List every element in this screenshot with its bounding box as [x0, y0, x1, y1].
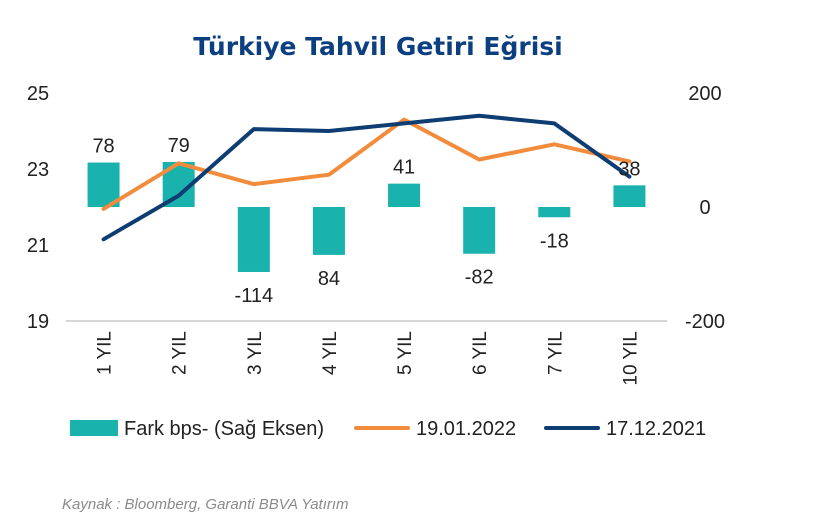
bar-data-label: -114 — [235, 285, 274, 307]
category-label: 7 YIL — [545, 331, 566, 375]
left-tick-label: 23 — [27, 159, 49, 181]
line-series — [101, 113, 632, 242]
source-note: Kaynak : Bloomberg, Garanti BBVA Yatırım — [62, 496, 349, 513]
left-tick-label: 25 — [27, 83, 49, 105]
bar-data-label: 78 — [92, 136, 114, 158]
left-tick-label: 19 — [27, 311, 49, 333]
right-tick-label: 200 — [688, 83, 721, 105]
category-label: 3 YIL — [245, 331, 266, 375]
legend-label: 19.01.2022 — [416, 418, 516, 440]
bar — [388, 183, 421, 207]
bar-series — [87, 161, 646, 272]
category-label: 10 YIL — [620, 331, 641, 386]
legend-label: Fark bps- (Sağ Eksen) — [124, 418, 324, 440]
category-label: 6 YIL — [470, 331, 491, 375]
right-tick-label: 0 — [699, 197, 710, 219]
bar-data-label: 79 — [168, 135, 190, 157]
right-axis: 200 0 -200 — [685, 83, 725, 333]
legend: Fark bps- (Sağ Eksen) 19.01.2022 17.12.202… — [70, 418, 706, 440]
bar-data-labels: 78 79 -114 84 41 -82 -18 38 — [92, 135, 640, 307]
legend-swatch — [70, 420, 118, 436]
bar — [312, 207, 345, 255]
legend-label: 17.12.2021 — [606, 418, 706, 440]
bar — [87, 162, 120, 207]
bar — [538, 207, 571, 218]
series-line — [101, 117, 632, 211]
left-tick-label: 21 — [27, 235, 49, 257]
category-label: 1 YIL — [95, 331, 116, 375]
bar-data-label: 84 — [318, 268, 340, 290]
bar-data-label: -82 — [465, 267, 494, 289]
bar — [237, 207, 270, 272]
category-label: 5 YIL — [395, 331, 416, 375]
bar-data-label: -18 — [540, 230, 569, 252]
category-label: 4 YIL — [320, 331, 341, 375]
right-tick-label: -200 — [685, 311, 725, 333]
bar — [463, 207, 496, 254]
category-labels: 1 YIL 2 YIL 3 YIL 4 YIL 5 YIL 6 YIL 7 YIL 10 YI… — [95, 331, 642, 386]
chart-title: Türkiye Tahvil Getiri Eğrisi — [193, 32, 563, 61]
bar — [613, 185, 646, 207]
bar-data-label: 41 — [393, 157, 415, 179]
bar-data-label: 38 — [618, 158, 640, 180]
category-label: 2 YIL — [170, 331, 191, 375]
left-axis: 25 23 21 19 — [27, 83, 49, 333]
series-line — [101, 113, 632, 242]
